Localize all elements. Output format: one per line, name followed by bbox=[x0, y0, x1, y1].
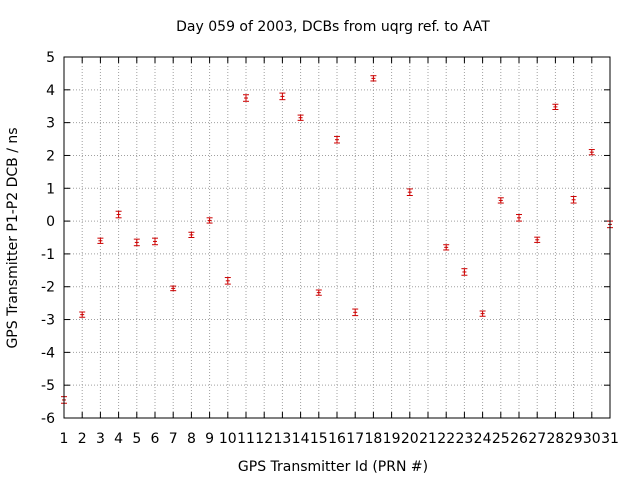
y-tick-label: -6 bbox=[41, 411, 55, 427]
data-point bbox=[115, 210, 122, 219]
x-tick-label: 4 bbox=[114, 431, 123, 447]
y-tick-label: 0 bbox=[46, 214, 55, 230]
x-tick-label: 10 bbox=[219, 431, 237, 447]
x-tick-label: 20 bbox=[401, 431, 419, 447]
data-point bbox=[406, 188, 413, 196]
data-point bbox=[79, 311, 86, 318]
data-point bbox=[152, 237, 158, 246]
y-tick-label: 5 bbox=[46, 50, 55, 66]
y-tick-label: -5 bbox=[41, 378, 55, 394]
data-point bbox=[297, 114, 304, 121]
x-tick-label: 11 bbox=[237, 431, 255, 447]
y-tick-label: 1 bbox=[46, 181, 55, 197]
y-tick-label: 3 bbox=[46, 116, 55, 132]
x-tick-label: 27 bbox=[528, 431, 546, 447]
data-point bbox=[170, 285, 177, 292]
x-tick-label: 26 bbox=[510, 431, 528, 447]
x-tick-label: 24 bbox=[474, 431, 492, 447]
x-tick-label: 29 bbox=[565, 431, 583, 447]
data-point bbox=[279, 92, 286, 101]
y-tick-label: -2 bbox=[41, 280, 55, 296]
x-tick-label: 8 bbox=[187, 431, 196, 447]
y-tick-label: -1 bbox=[41, 247, 55, 263]
data-point bbox=[497, 197, 504, 204]
data-point bbox=[588, 149, 595, 156]
data-point bbox=[334, 135, 340, 144]
x-tick-label: 5 bbox=[132, 431, 141, 447]
x-axis-label: GPS Transmitter Id (PRN #) bbox=[238, 459, 428, 475]
x-tick-label: 21 bbox=[419, 431, 437, 447]
x-tick-label: 25 bbox=[492, 431, 510, 447]
data-point bbox=[552, 103, 559, 111]
x-tick-label: 6 bbox=[151, 431, 160, 447]
data-point bbox=[570, 195, 577, 204]
x-tick-label: 17 bbox=[346, 431, 364, 447]
y-tick-label: 4 bbox=[46, 83, 55, 99]
x-tick-label: 15 bbox=[310, 431, 328, 447]
data-point bbox=[206, 217, 213, 224]
y-tick-label: -4 bbox=[41, 345, 55, 361]
x-tick-label: 7 bbox=[169, 431, 178, 447]
x-tick-label: 28 bbox=[546, 431, 564, 447]
x-tick-label: 22 bbox=[437, 431, 455, 447]
y-tick-label: 2 bbox=[46, 148, 55, 164]
x-tick-label: 9 bbox=[205, 431, 214, 447]
x-tick-label: 19 bbox=[383, 431, 401, 447]
x-tick-label: 12 bbox=[255, 431, 273, 447]
x-tick-label: 18 bbox=[364, 431, 382, 447]
data-point bbox=[370, 75, 377, 82]
data-point bbox=[534, 236, 541, 243]
data-point bbox=[133, 238, 140, 247]
data-point bbox=[224, 277, 231, 285]
data-point bbox=[97, 237, 104, 244]
chart-title: Day 059 of 2003, DCBs from uqrg ref. to … bbox=[176, 19, 490, 35]
x-tick-label: 13 bbox=[273, 431, 291, 447]
data-point bbox=[352, 308, 359, 317]
data-point bbox=[516, 214, 522, 222]
x-tick-label: 23 bbox=[455, 431, 473, 447]
y-axis-label: GPS Transmitter P1-P2 DCB / ns bbox=[5, 127, 21, 348]
x-tick-label: 3 bbox=[96, 431, 105, 447]
x-tick-label: 30 bbox=[583, 431, 601, 447]
y-tick-label: -3 bbox=[41, 313, 55, 329]
x-tick-label: 31 bbox=[601, 431, 619, 447]
data-point bbox=[461, 268, 468, 276]
data-point bbox=[188, 231, 195, 238]
data-point bbox=[243, 94, 249, 102]
data-point bbox=[315, 289, 322, 296]
data-point bbox=[443, 244, 450, 251]
x-tick-label: 16 bbox=[328, 431, 346, 447]
grid bbox=[64, 57, 610, 418]
x-tick-label: 1 bbox=[60, 431, 69, 447]
x-tick-label: 2 bbox=[78, 431, 87, 447]
data-point bbox=[479, 310, 486, 317]
plot-frame bbox=[63, 56, 611, 419]
x-tick-label: 14 bbox=[292, 431, 310, 447]
data-points bbox=[61, 75, 613, 404]
